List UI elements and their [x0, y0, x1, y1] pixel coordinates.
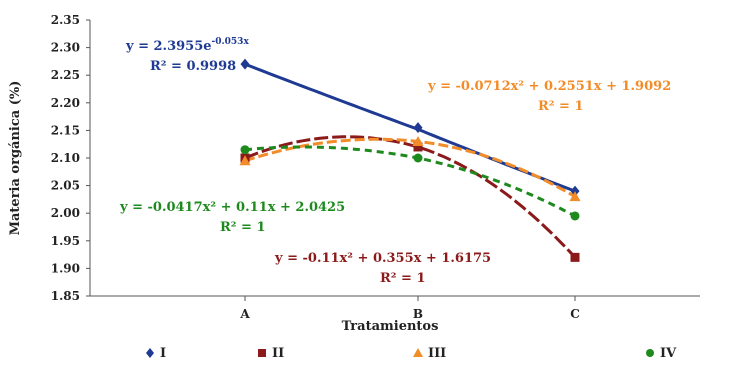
- equation-series-iv: y = -0.0417x² + 0.11x + 2.0425: [119, 200, 345, 215]
- y-tick-label: 1.95: [51, 234, 80, 248]
- trendline-equations: y = 2.3955e-0.053x R² = 0.9998 y = -0.11x²…: [119, 37, 671, 286]
- data-point-i: [240, 58, 250, 70]
- r-squared-series-iv: R² = 1: [220, 220, 266, 235]
- x-tick-labels: A B C: [239, 296, 580, 321]
- legend: I II III IV: [146, 346, 677, 361]
- r-squared-series-iii: R² = 1: [538, 99, 584, 114]
- legend-marker-ii: [258, 349, 266, 357]
- data-point-iv: [240, 145, 250, 155]
- data-point-i: [570, 185, 580, 197]
- x-tick-label: A: [239, 307, 250, 321]
- data-point-iii: [412, 135, 424, 146]
- data-point-i: [413, 122, 423, 134]
- trendline-series-ii: [244, 135, 577, 259]
- y-tick-label: 2.05: [51, 179, 80, 193]
- y-tick-label: 1.85: [51, 289, 80, 303]
- equation-series-ii: y = -0.11x² + 0.355x + 1.6175: [274, 251, 491, 266]
- x-tick-label: C: [570, 307, 580, 321]
- y-tick-label: 2.00: [51, 206, 80, 220]
- legend-label-iii: III: [428, 346, 446, 361]
- y-tick-label: 2.10: [51, 151, 80, 165]
- legend-marker-iv: [646, 349, 654, 357]
- data-markers: [239, 58, 581, 262]
- equation-series-iii: y = -0.0712x² + 0.2551x + 1.9092: [427, 79, 671, 94]
- legend-label-i: I: [160, 346, 166, 361]
- y-tick-label: 1.90: [51, 261, 80, 275]
- equation-series-i: y = 2.3955e-0.053x: [125, 37, 249, 54]
- r-squared-series-i: R² = 0.9998: [150, 59, 236, 74]
- y-tick-label: 2.20: [51, 96, 80, 110]
- data-point-iii: [569, 191, 581, 202]
- x-axis-title: Tratamientos: [342, 319, 439, 334]
- y-axis-title: Materia orgánica (%): [8, 81, 23, 236]
- y-tick-label: 2.30: [51, 41, 80, 55]
- data-point-iv: [570, 211, 580, 221]
- x-tick-label: B: [413, 307, 423, 321]
- legend-label-ii: II: [272, 346, 284, 361]
- r-squared-series-ii: R² = 1: [380, 271, 426, 286]
- y-tick-label: 2.15: [51, 123, 80, 137]
- legend-marker-i: [146, 348, 154, 358]
- data-point-iv: [413, 153, 423, 163]
- y-tick-labels: 2.35 2.30 2.25 2.20 2.15 2.10 2.05 2.00 1.95 1.90…: [51, 13, 90, 303]
- data-point-ii: [570, 252, 580, 262]
- data-point-iii: [239, 155, 251, 166]
- legend-marker-iii: [413, 348, 423, 357]
- data-point-ii: [413, 142, 423, 152]
- y-tick-label: 2.25: [51, 68, 80, 82]
- y-tick-label: 2.35: [51, 13, 80, 27]
- legend-label-iv: IV: [660, 346, 677, 361]
